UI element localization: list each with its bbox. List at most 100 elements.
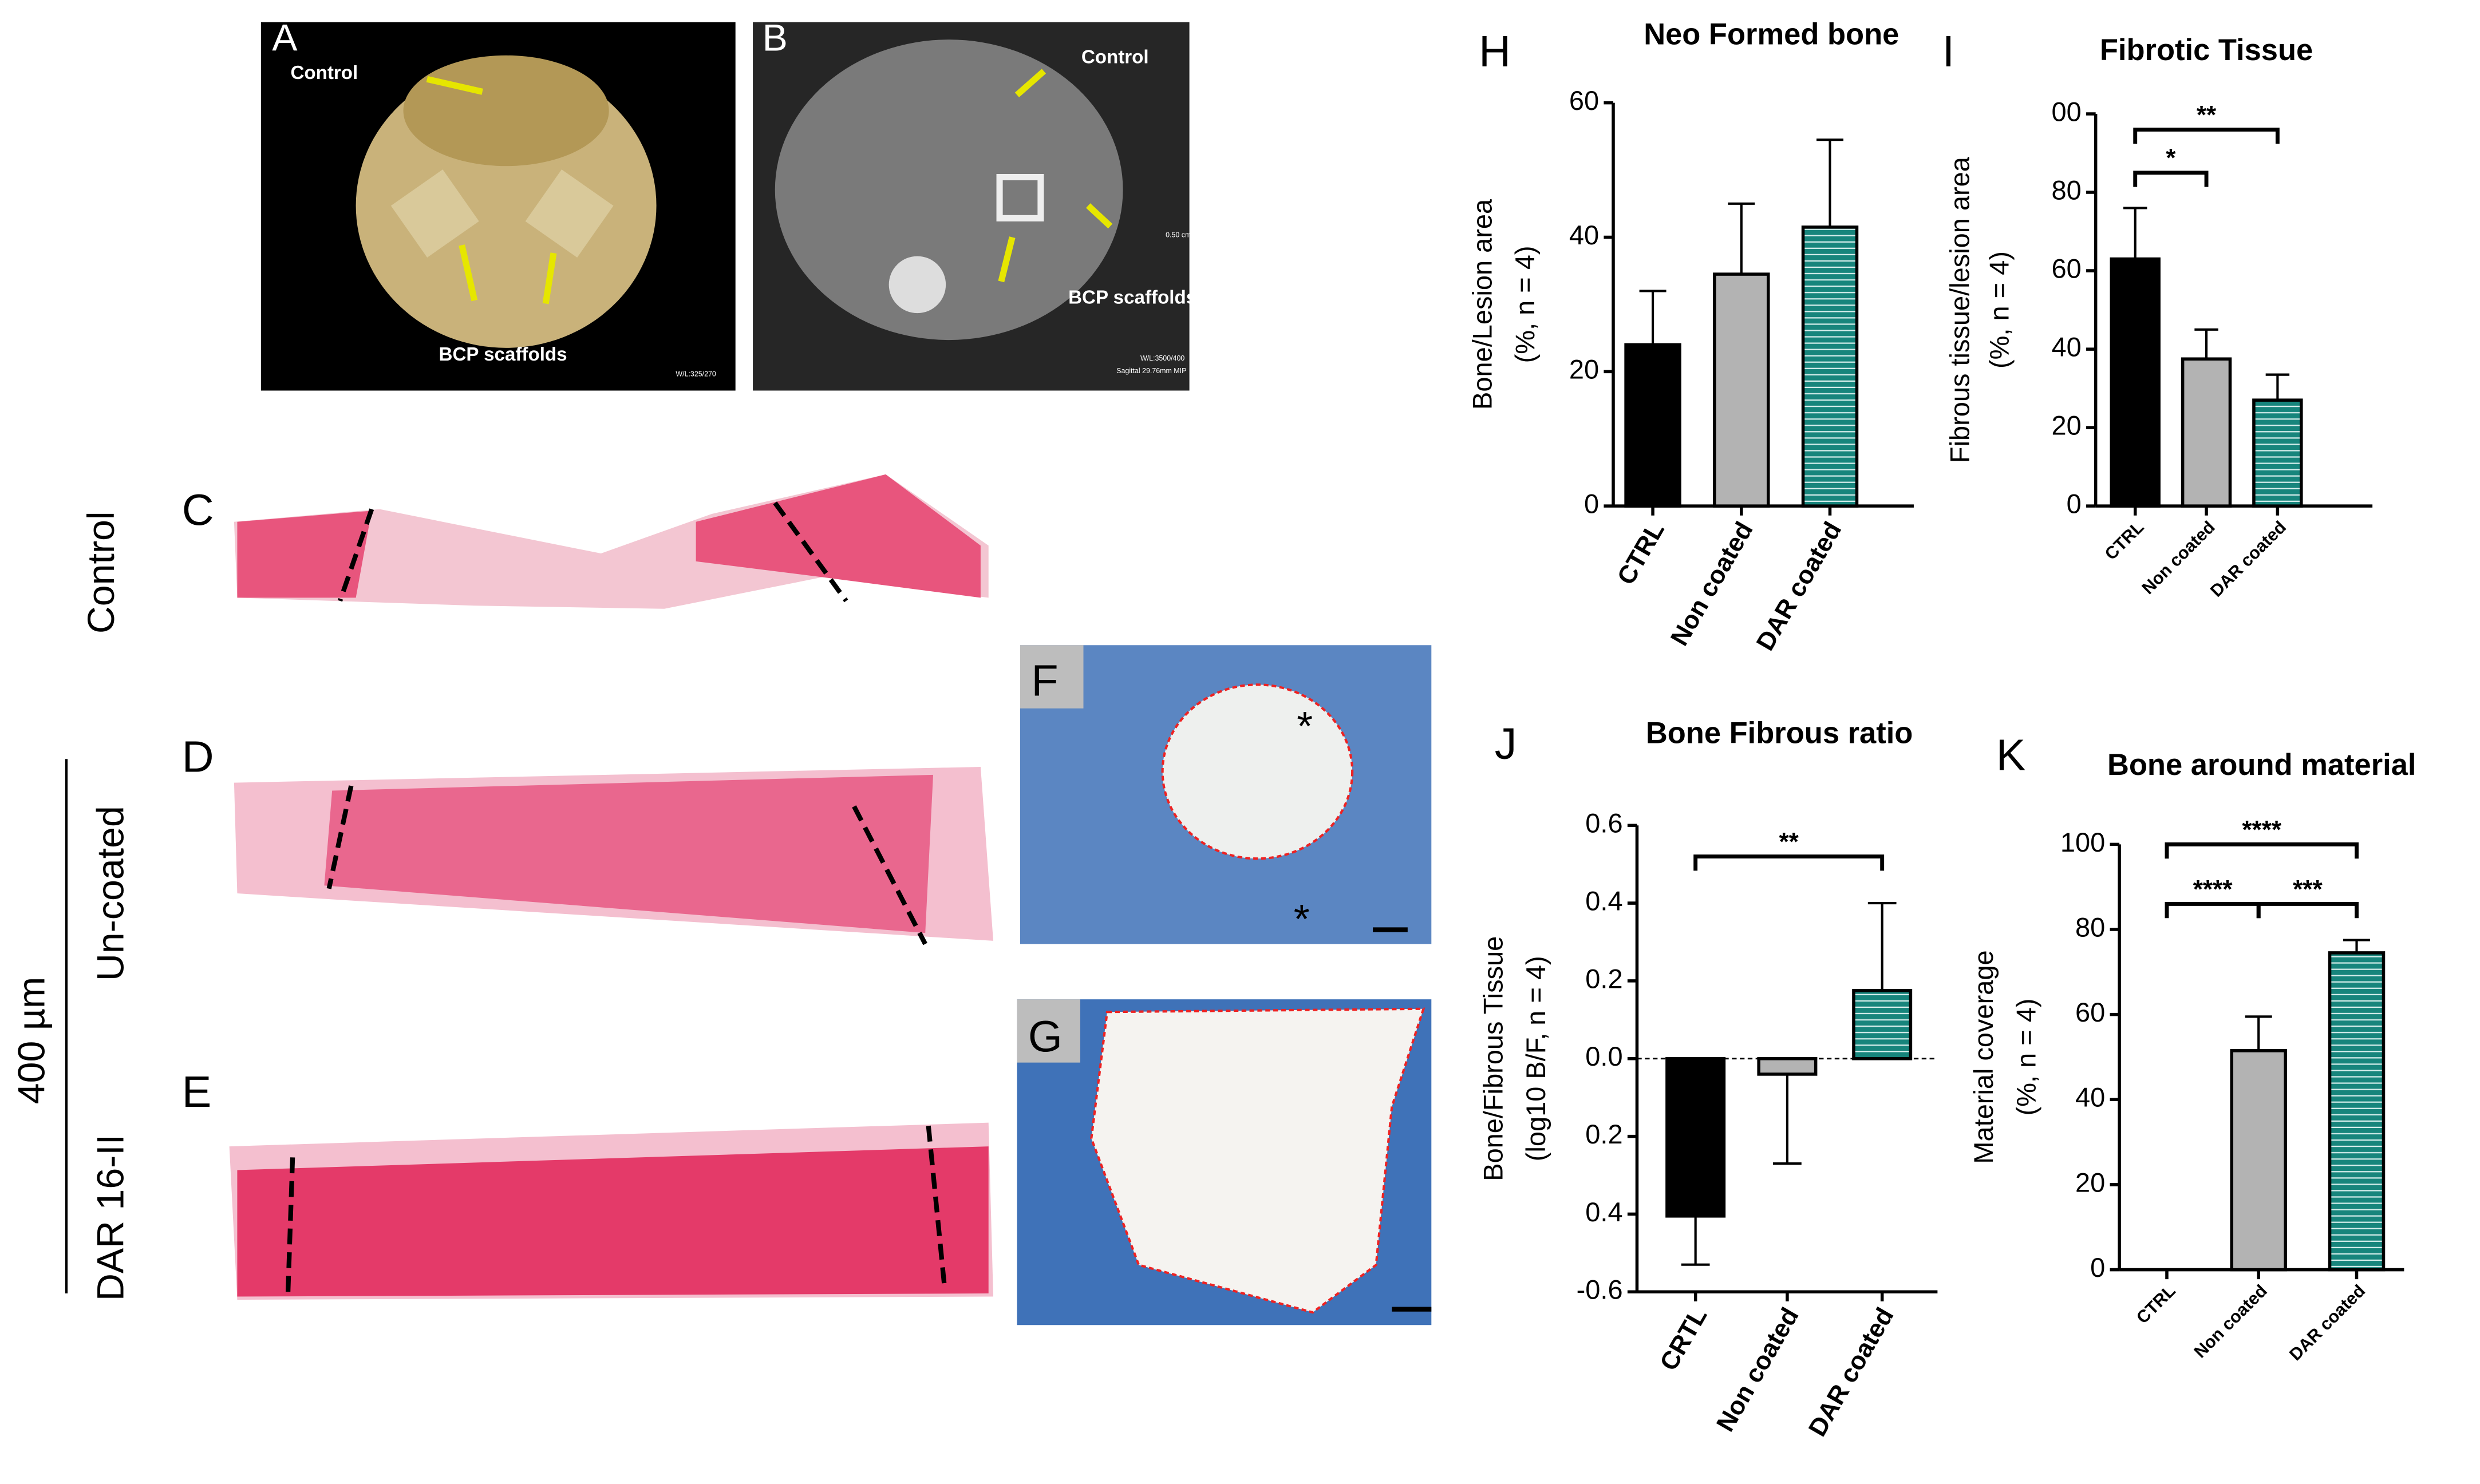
ct-bone [888,256,946,314]
y-tick-label: -0.6 [1577,1275,1623,1305]
x-tick-label: DAR coated [2206,517,2290,601]
image-annotation: * [1297,703,1313,749]
x-tick-label: CRTL [1654,1303,1712,1376]
y-tick-label: 0.4 [1585,885,1622,916]
image-annotation: W/L:3500/400 [1140,354,1184,362]
y-axis-label: (%, n = 4) [1510,246,1540,363]
y-axis-label: Material coverage [1968,950,1999,1164]
arrows [998,69,1113,283]
image-annotation: * [1294,896,1310,942]
x-tick-label: Non coated [1711,1303,1804,1436]
panel-label: E [182,1067,212,1117]
significance-label: * [2166,144,2176,172]
bar [1757,1056,1818,1076]
error-bar [2194,328,2218,359]
bar [1852,989,1913,1060]
significance-label: ** [2197,101,2217,129]
error-bar [2265,373,2290,401]
panel-label: C [182,485,214,535]
chart-title: Neo Formed bone [1644,17,1899,51]
x-tick-label: DAR coated [1751,517,1847,655]
row-label: DAR 16-II [89,1134,132,1301]
y-axis-label: Bone/Lesion area [1467,199,1497,410]
section-c-bone [237,511,372,598]
image-annotation: Control [1081,47,1149,68]
bar [2252,398,2303,508]
bar [1624,343,1681,508]
scaffold [525,169,614,258]
x-tick-label: CTRL [1612,517,1670,590]
significance-bracket [2133,127,2280,144]
material [1161,683,1354,860]
image-annotation: W/L:325/270 [676,370,716,378]
error-bar [2245,1015,2272,1051]
y-tick-label: 0 [2067,489,2082,519]
scaffold [996,173,1044,221]
panel-label: I [1942,27,1955,76]
image-annotation: 0.50 cm [1166,231,1191,239]
error-bar [1816,138,1843,227]
y-axis-label: (%, n = 4) [2011,999,2041,1116]
label-box [1020,645,1084,709]
chart-title: Bone around material [2107,748,2416,782]
y-tick-label: 0.6 [1585,808,1622,838]
bar [2110,257,2161,508]
error-bar [1773,1074,1802,1165]
x-tick-label: CTRL [2101,517,2147,564]
y-tick-label: 20 [2075,1167,2105,1197]
x-tick-label: CTRL [2133,1281,2179,1327]
x-tick-label: DAR coated [1803,1303,1900,1441]
bar [1713,272,1770,508]
bar [1801,225,1859,508]
section-e-bone [237,1146,989,1297]
y-tick-label: 60 [2052,253,2082,283]
skull [403,55,609,167]
panel-label: D [182,732,214,781]
y-axis-label: (%, n = 4) [1984,251,2015,369]
significance-bracket [2133,171,2209,187]
x-tick-label: Non coated [1665,517,1759,651]
y-tick-label: 0.2 [1585,963,1622,994]
y-tick-label: 0 [2090,1252,2105,1283]
y-tick-label: 0.4 [1585,1197,1622,1227]
y-axis-label: Fibrous tissue/lesion area [1945,156,1975,463]
y-tick-label: 20 [1569,354,1599,385]
image-annotation: Sagittal 29.76mm MIP [1116,367,1186,375]
panel-label: K [1996,731,2026,780]
image-annotation: Control [290,62,358,84]
y-tick-label: 00 [2052,96,2082,126]
material [1090,1007,1425,1314]
bar [2181,357,2232,508]
chart-title: Bone Fibrous ratio [1646,717,1913,750]
panel-label: H [1479,27,1511,76]
y-tick-label: 0 [1584,489,1599,519]
significance-label: **** [2193,875,2233,903]
y-axis-label: (log10 B/F, n = 4) [1521,956,1551,1161]
panel-label: A [272,17,298,59]
x-tick-label: Non coated [2190,1281,2271,1362]
bar [2230,1049,2287,1272]
section-d-bone [324,774,934,933]
error-bar [2343,939,2370,953]
y-tick-label: 40 [2052,331,2082,362]
y-tick-label: 80 [2052,175,2082,205]
error-bar [2123,207,2147,259]
y-tick-label: 40 [1569,220,1599,250]
scaffold [390,169,479,258]
panel-label: F [1031,656,1058,706]
image-annotation: BCP scaffolds [1068,287,1196,308]
panel-label: J [1495,719,1517,769]
scale-bar-label: 400 µm [10,977,53,1104]
y-tick-label: 40 [2075,1082,2105,1113]
significance-label: ** [1779,828,1799,856]
x-tick-label: DAR coated [2285,1281,2369,1364]
arrows [426,76,557,304]
y-tick-label: 0.0 [1585,1041,1622,1071]
y-tick-label: 0.2 [1585,1119,1622,1149]
significance-label: **** [2242,816,2282,844]
significance-bracket [2165,901,2261,919]
y-tick-label: 80 [2075,912,2105,942]
image-annotation: BCP scaffolds [439,344,567,365]
panel-label: B [763,17,788,59]
dashed-borders [285,501,947,1297]
